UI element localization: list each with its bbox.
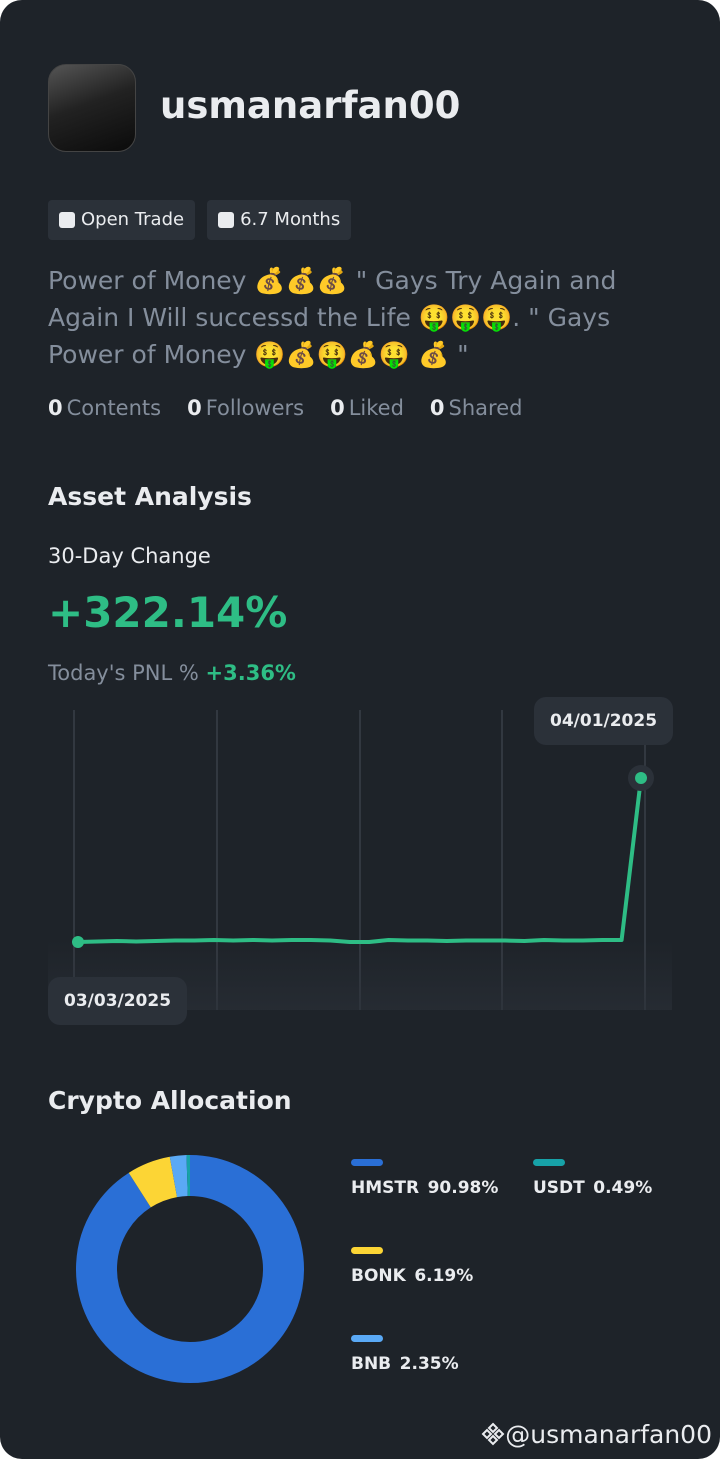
pnl: Today's PNL % +3.36% [48,661,296,685]
logo [481,1422,505,1446]
stat-label: Liked [348,396,404,420]
section-title: Crypto Allocation [48,1086,292,1115]
handle: @usmanarfan00 [505,1420,712,1449]
stat-label: Followers [205,396,305,420]
stat: 0 Followers [187,396,304,420]
point [635,772,647,784]
legend-item: BONK 6.19% [351,1247,473,1286]
point [72,936,84,948]
end-date: 04/01/2025 [534,697,674,745]
donut-segment [169,1155,189,1198]
legend-asset: BNB [351,1354,392,1374]
pnl-value: +3.36% [205,661,296,685]
badge-text: 6.7 Months [240,209,341,230]
avatar [48,64,136,152]
stat-value: 0 [429,396,445,420]
badge-icon [59,212,75,228]
donut-segment [128,1156,178,1208]
change-label: 30-Day Change [48,544,211,568]
legend-value: 90.98% [427,1178,499,1198]
pnl-label: Today's PNL % [48,661,199,685]
stat: 0 Contents [48,396,161,420]
badge-icon [218,212,235,228]
legend-asset: HMSTR [351,1178,420,1198]
stat-value: 0 [187,396,202,420]
start-date: 03/03/2025 [48,977,188,1025]
donut-chart [76,1155,304,1383]
badge: 6.7 Months [207,200,352,240]
donut-segment [76,1155,304,1383]
badges: Open Trade 6.7 Months [48,200,352,240]
username: usmanarfan00 [160,84,461,127]
badge-text: Open Trade [81,209,185,230]
bio: Power of Money 💰💰💰 " Gays Try Again and … [48,266,617,369]
legend-swatch [533,1159,565,1166]
legend-asset: USDT [533,1178,585,1198]
footer: @usmanarfan00 [481,1420,712,1449]
stat-label: Contents [66,396,162,420]
legend-asset: BONK [351,1266,406,1286]
stat-value: 0 [330,396,345,420]
legend-swatch [351,1247,383,1254]
change-value: +322.14% [48,588,288,637]
stat-value: 0 [48,396,63,420]
stat-label: Shared [448,396,523,420]
legend-item: USDT 0.49% [533,1159,652,1198]
legend-value: 6.19% [414,1266,474,1286]
legend-item: HMSTR 90.98% [351,1159,498,1198]
section-title: Asset Analysis [48,482,252,511]
legend-value: 0.49% [593,1178,653,1198]
badge: Open Trade [48,200,196,240]
legend-value: 2.35% [399,1354,459,1374]
legend-item: BNB 2.35% [351,1335,459,1374]
legend-swatch [351,1335,383,1342]
stat: 0 Shared [430,396,523,420]
stat: 0 Liked [330,396,404,420]
legend-swatch [351,1159,383,1166]
stats: 0 Contents 0 Followers 0 Liked 0 Shared [48,396,522,420]
line [77,777,643,944]
